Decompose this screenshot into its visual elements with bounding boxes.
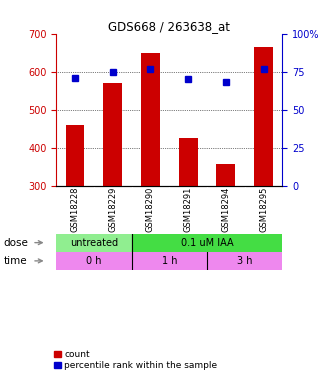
Text: 3 h: 3 h xyxy=(237,256,253,266)
Text: time: time xyxy=(3,256,27,266)
Text: untreated: untreated xyxy=(70,238,118,248)
Bar xyxy=(132,234,282,252)
Text: GSM18291: GSM18291 xyxy=(184,187,193,232)
Text: GSM18229: GSM18229 xyxy=(108,187,117,232)
Bar xyxy=(56,234,132,252)
Bar xyxy=(56,252,132,270)
Text: 0 h: 0 h xyxy=(86,256,102,266)
Bar xyxy=(141,53,160,186)
Bar xyxy=(216,164,235,186)
Text: GSM18290: GSM18290 xyxy=(146,187,155,232)
Text: 1 h: 1 h xyxy=(161,256,177,266)
Bar xyxy=(254,47,273,186)
Text: GSM18295: GSM18295 xyxy=(259,187,268,232)
Legend: count, percentile rank within the sample: count, percentile rank within the sample xyxy=(54,350,217,370)
Bar xyxy=(207,252,282,270)
Bar xyxy=(132,252,207,270)
Text: dose: dose xyxy=(3,238,28,248)
Bar xyxy=(179,138,198,186)
Title: GDS668 / 263638_at: GDS668 / 263638_at xyxy=(108,20,230,33)
Text: 0.1 uM IAA: 0.1 uM IAA xyxy=(181,238,233,248)
Bar xyxy=(65,125,84,186)
Text: GSM18294: GSM18294 xyxy=(221,187,230,232)
Text: GSM18228: GSM18228 xyxy=(71,187,80,232)
Bar xyxy=(103,83,122,186)
